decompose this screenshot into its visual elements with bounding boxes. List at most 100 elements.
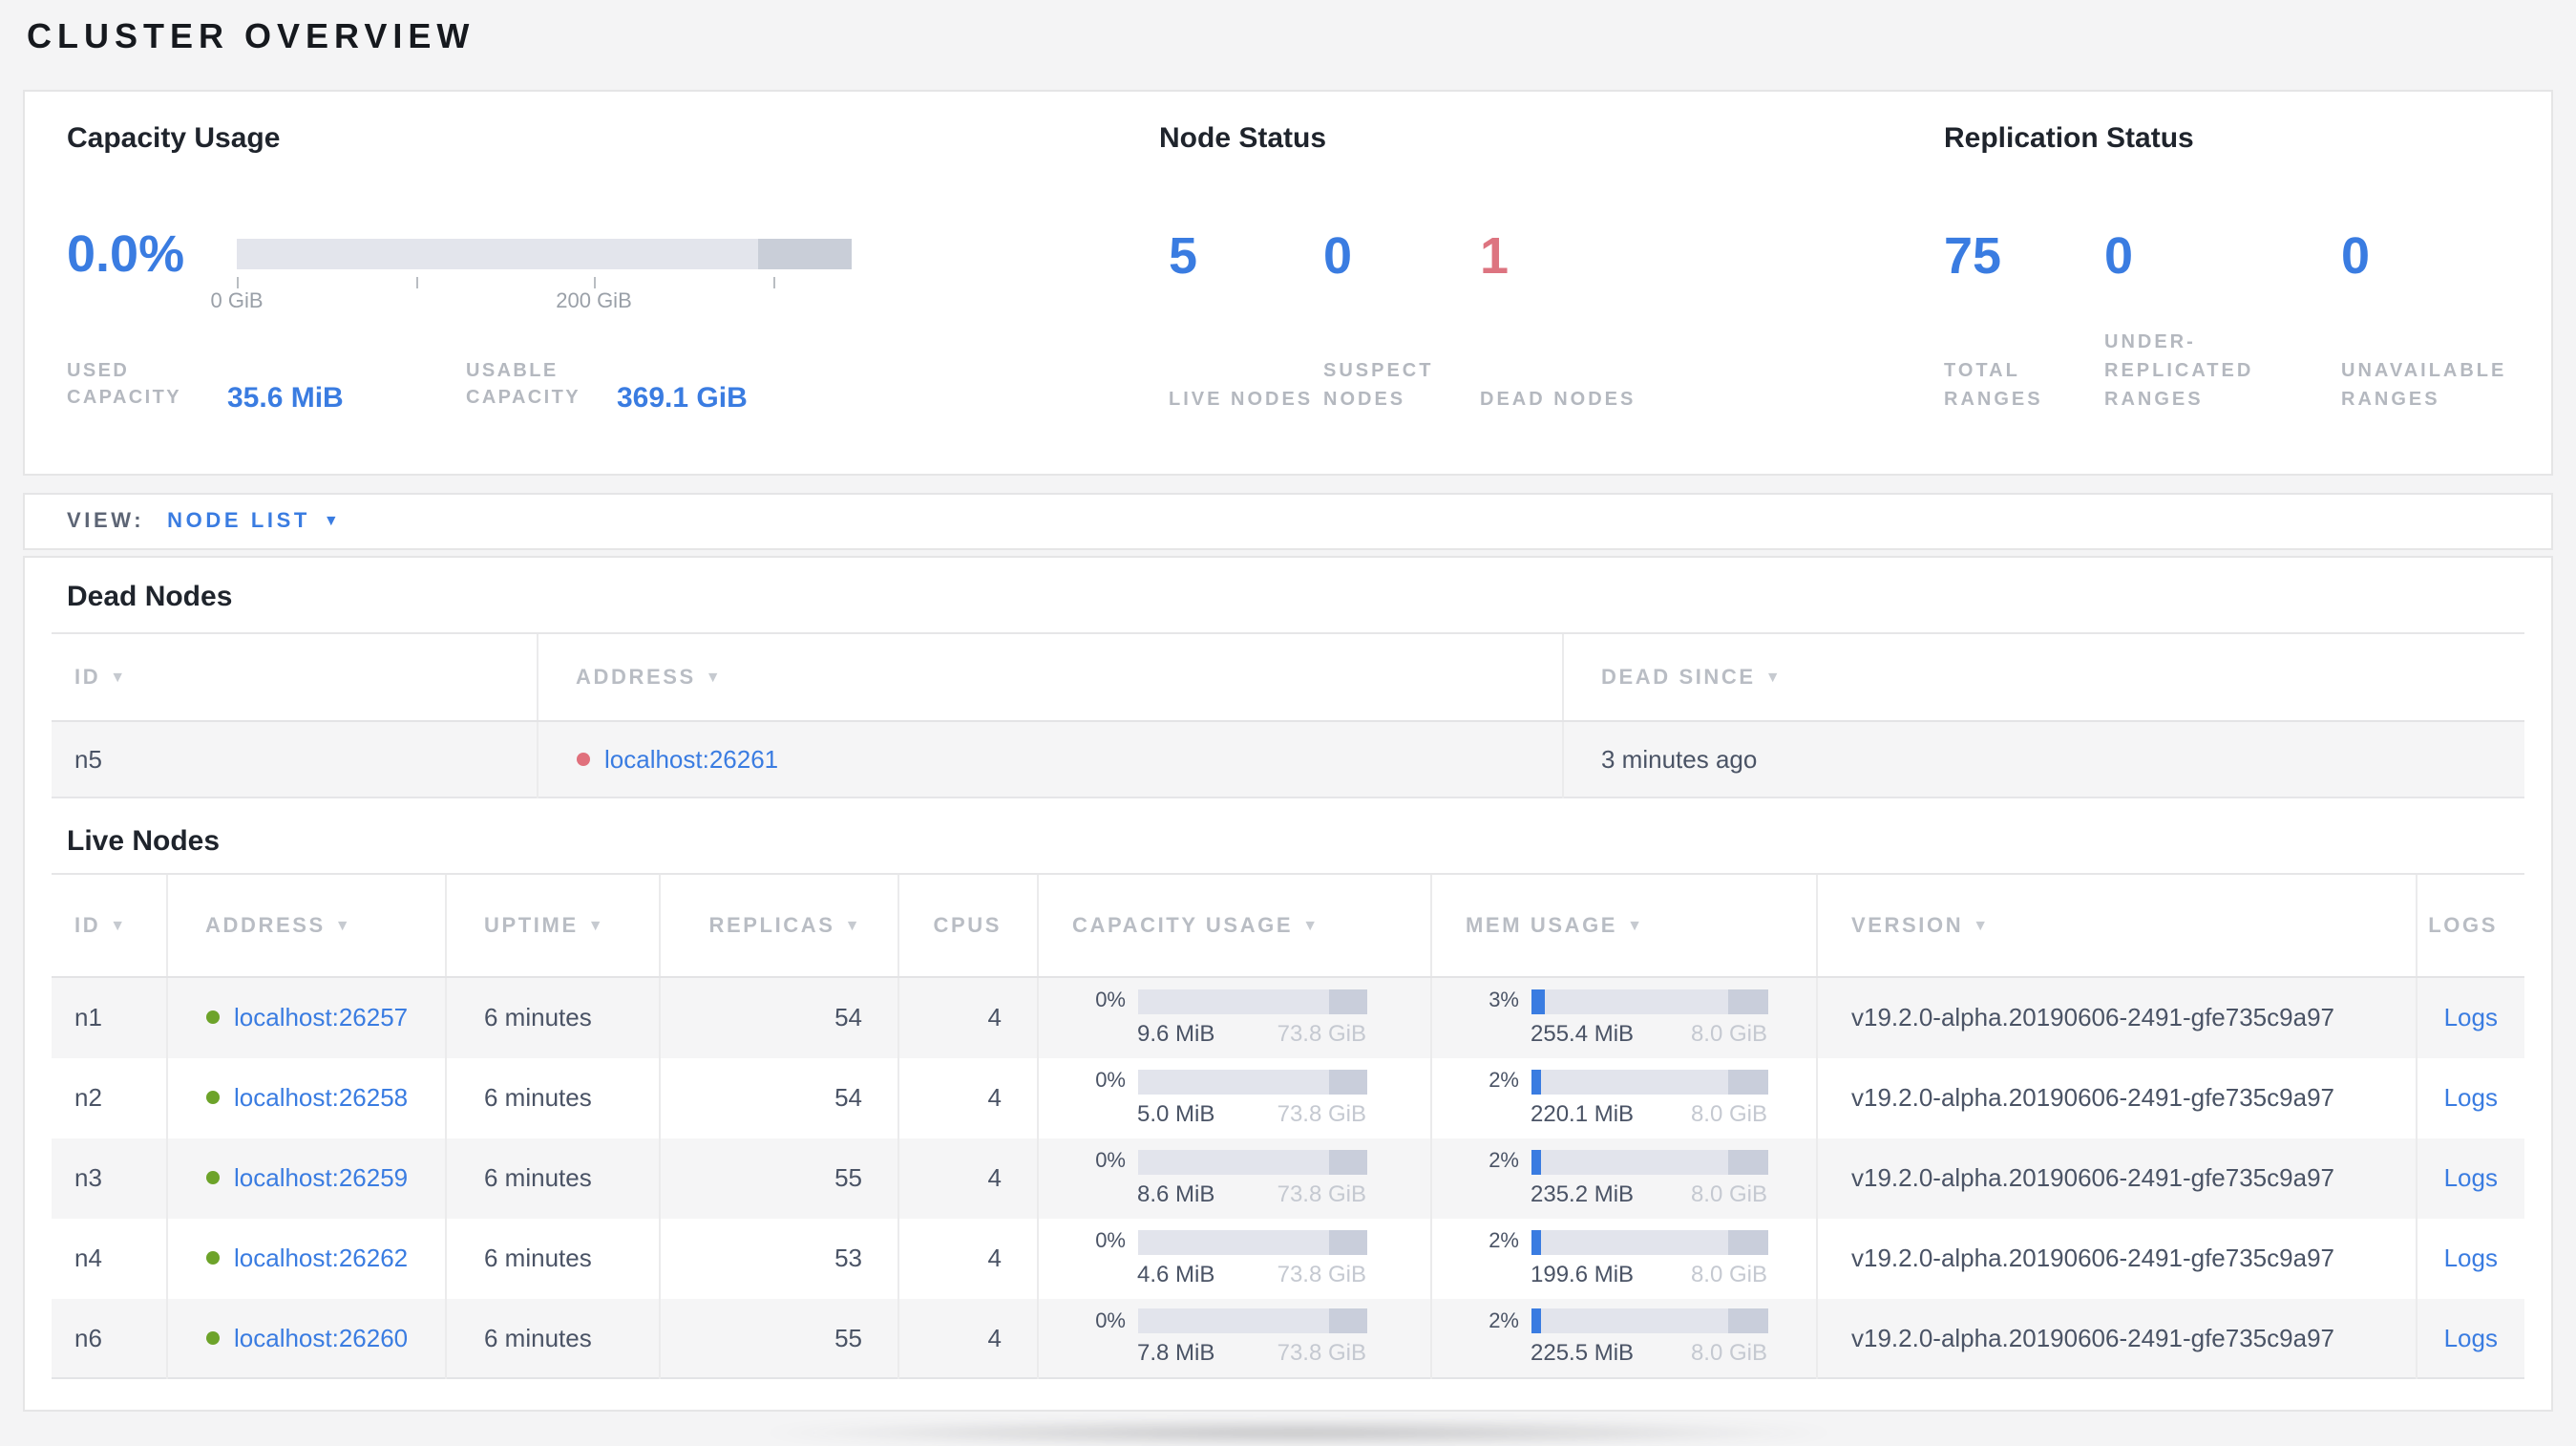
capacity-total-value: 73.8 GiB: [1277, 1260, 1366, 1287]
live-col-replicas[interactable]: REPLICAS ▼: [658, 873, 897, 978]
node-address-link[interactable]: localhost:26262: [234, 1244, 409, 1272]
node-live-dot-icon: [205, 1171, 219, 1184]
node-status-title: Node Status: [1159, 122, 1327, 155]
memory-usage-bar: [1531, 989, 1767, 1014]
live-node-mem-usage-cell: 2% 225.5 MiB 8.0 GiB: [1429, 1298, 1816, 1378]
logs-link[interactable]: Logs: [2443, 1083, 2498, 1112]
live-col-id[interactable]: ID ▼: [52, 873, 166, 978]
live-node-logs-cell: Logs: [2415, 1298, 2524, 1378]
sort-desc-icon: ▼: [334, 916, 353, 933]
live-nodes-stat: 5 LIVE NODES: [1169, 227, 1323, 415]
live-node-version: v19.2.0-alpha.20190606-2491-gfe735c9a97: [1815, 1138, 2416, 1218]
live-nodes-label: LIVE NODES: [1169, 390, 1314, 411]
live-col-address[interactable]: ADDRESS ▼: [165, 873, 445, 978]
suspect-nodes-count: 0: [1323, 227, 1353, 285]
capacity-usage-bar-reserved: [1328, 1229, 1366, 1254]
memory-usage-bar-fill: [1531, 1308, 1540, 1334]
capacity-used-value: 9.6 MiB: [1137, 1019, 1215, 1047]
logs-link[interactable]: Logs: [2443, 1163, 2498, 1192]
capacity-usage-percent: 0%: [1095, 989, 1126, 1013]
memory-total-value: 8.0 GiB: [1690, 1260, 1767, 1287]
node-address-link[interactable]: localhost:26258: [234, 1083, 409, 1112]
live-node-uptime: 6 minutes: [444, 977, 659, 1057]
capacity-usage-percent: 0%: [1095, 1230, 1126, 1253]
memory-usage-bar: [1531, 1149, 1767, 1174]
page-title: CLUSTER OVERVIEW: [27, 17, 475, 55]
dead-node-dead-since: 3 minutes ago: [1561, 721, 2524, 797]
capacity-bar-reserved-segment: [758, 239, 852, 269]
sort-desc-icon: ▼: [844, 916, 862, 933]
node-address-link[interactable]: localhost:26257: [234, 1003, 409, 1032]
node-live-dot-icon: [205, 1010, 219, 1025]
under-replicated-ranges-count: 0: [2104, 227, 2134, 285]
view-dropdown[interactable]: NODE LIST: [167, 510, 310, 533]
capacity-axis-tick: [772, 277, 774, 288]
dead-col-address[interactable]: ADDRESS ▼: [536, 632, 1562, 722]
capacity-axis-tick: [594, 277, 596, 288]
chevron-down-icon[interactable]: ▼: [323, 511, 339, 528]
capacity-axis-tick: [237, 277, 239, 288]
capacity-usage-title: Capacity Usage: [67, 122, 281, 155]
unavailable-ranges-label: UNAVAILABLE RANGES: [2341, 361, 2507, 411]
live-node-uptime: 6 minutes: [444, 1057, 659, 1138]
bottom-shadow: [764, 1421, 1833, 1444]
live-node-mem-usage-cell: 2% 220.1 MiB 8.0 GiB: [1429, 1057, 1816, 1138]
node-address-link[interactable]: localhost:26261: [604, 745, 779, 774]
dead-nodes-table: ID ▼ ADDRESS ▼ DEAD SINCE ▼ n5 localhost:26261…: [52, 632, 2524, 798]
capacity-used-value: 8.6 MiB: [1137, 1180, 1215, 1206]
memory-usage-percent: 2%: [1489, 1150, 1519, 1173]
memory-usage-bar-reserved: [1727, 1229, 1767, 1254]
live-node-uptime: 6 minutes: [444, 1138, 659, 1218]
live-col-version[interactable]: VERSION ▼: [1815, 873, 2416, 978]
memory-usage-bar-fill: [1531, 989, 1545, 1014]
unavailable-ranges-stat: 0 UNAVAILABLE RANGES: [2341, 227, 2576, 415]
logs-link[interactable]: Logs: [2443, 1323, 2498, 1352]
live-node-uptime: 6 minutes: [444, 1298, 659, 1378]
live-node-logs-cell: Logs: [2415, 1138, 2524, 1218]
sort-desc-icon: ▼: [705, 668, 724, 685]
capacity-values: USED CAPACITY 35.6 MiB USABLE CAPACITY 3…: [67, 361, 1136, 415]
memory-usage-bar-reserved: [1727, 1308, 1767, 1334]
logs-link[interactable]: Logs: [2443, 1003, 2498, 1032]
live-col-uptime[interactable]: UPTIME ▼: [444, 873, 659, 978]
sort-desc-icon: ▼: [587, 916, 606, 933]
live-col-capacity-usage[interactable]: CAPACITY USAGE ▼: [1036, 873, 1430, 978]
memory-total-value: 8.0 GiB: [1690, 1339, 1767, 1367]
memory-usage-percent: 2%: [1489, 1070, 1519, 1093]
node-address-link[interactable]: localhost:26260: [234, 1323, 409, 1352]
used-capacity-value: 35.6 MiB: [227, 382, 344, 415]
capacity-usage-percent: 0%: [1095, 1150, 1126, 1173]
live-nodes-header-row: ID ▼ ADDRESS ▼ UPTIME ▼ REPLICAS ▼ CPUS CAPACITY …: [52, 873, 2524, 978]
capacity-total-value: 73.8 GiB: [1277, 1019, 1366, 1047]
total-ranges-label: TOTAL RANGES: [1944, 361, 2043, 411]
live-node-logs-cell: Logs: [2415, 1057, 2524, 1138]
live-nodes-count: 5: [1169, 227, 1198, 285]
logs-link[interactable]: Logs: [2443, 1244, 2498, 1272]
capacity-usage-bar: [1137, 1069, 1366, 1094]
capacity-total-value: 73.8 GiB: [1277, 1099, 1366, 1126]
live-node-replicas: 55: [658, 1298, 897, 1378]
memory-used-value: 225.5 MiB: [1531, 1339, 1635, 1367]
dead-col-dead-since[interactable]: DEAD SINCE ▼: [1561, 632, 2524, 722]
live-node-id: n2: [74, 1083, 102, 1112]
live-node-replicas: 54: [658, 977, 897, 1057]
capacity-usage-indicator: 0% 9.6 MiB 73.8 GiB: [1039, 989, 1429, 1047]
live-nodes-title: Live Nodes: [67, 825, 221, 858]
suspect-nodes-label: SUSPECT NODES: [1323, 361, 1434, 411]
view-label: VIEW:: [67, 510, 145, 533]
node-address-cell: localhost:26260: [165, 1298, 445, 1378]
node-address-cell: localhost:26259: [165, 1138, 445, 1218]
dead-col-id[interactable]: ID ▼: [52, 632, 537, 722]
live-node-capacity-usage-cell: 0% 5.0 MiB 73.8 GiB: [1036, 1057, 1430, 1138]
node-address-link[interactable]: localhost:26259: [234, 1163, 409, 1192]
capacity-usage-bar-reserved: [1328, 1149, 1366, 1174]
total-ranges-stat: 75 TOTAL RANGES: [1944, 227, 2104, 415]
usable-capacity-label: USABLE CAPACITY: [466, 361, 581, 409]
capacity-usage-percent: 0%: [1095, 1309, 1126, 1333]
live-node-uptime: 6 minutes: [444, 1218, 659, 1298]
live-col-mem-usage[interactable]: MEM USAGE ▼: [1429, 873, 1816, 978]
replication-status-title: Replication Status: [1944, 122, 2194, 155]
dead-nodes-stat: 1 DEAD NODES: [1480, 227, 1728, 415]
node-live-dot-icon: [205, 1091, 219, 1104]
live-node-capacity-usage-cell: 0% 8.6 MiB 73.8 GiB: [1036, 1138, 1430, 1218]
